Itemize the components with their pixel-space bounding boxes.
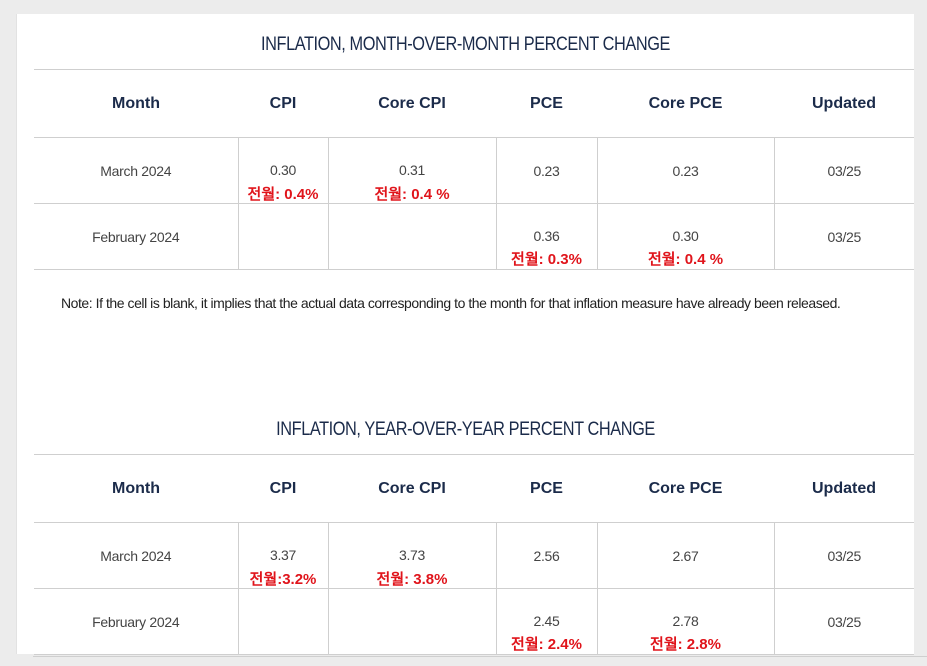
pce-cell: 2.56 xyxy=(495,522,597,589)
core-cpi-cell xyxy=(327,203,496,270)
core-cpi-cell: 3.73 전월: 3.8% xyxy=(327,522,496,589)
cpi-value: 0.30 xyxy=(269,162,297,178)
content-panel: INFLATION, MONTH-OVER-MONTH PERCENT CHAN… xyxy=(16,14,914,655)
cpi-prev-note: 전월: 0.4% xyxy=(247,186,319,203)
month-value: March 2024 xyxy=(100,548,172,564)
header-pce: PCE xyxy=(496,454,597,523)
core-pce-value: 2.67 xyxy=(672,548,699,564)
core-pce-cell: 2.67 xyxy=(596,522,774,589)
cpi-cell: 0.30 전월: 0.4% xyxy=(237,137,328,204)
table-row: March 2024 0.30 전월: 0.4% 0.31 전월: 0.4 % 0.… xyxy=(34,137,914,204)
month-value: February 2024 xyxy=(92,614,180,630)
mom-table: Month CPI Core CPI PCE Core PCE Updated … xyxy=(34,69,914,270)
header-pce: PCE xyxy=(496,69,597,138)
pce-cell: 2.45 전월: 2.4% xyxy=(495,588,597,655)
core-pce-value: 0.30 xyxy=(672,228,699,244)
updated-cell: 03/25 xyxy=(773,588,914,655)
header-core-cpi: Core CPI xyxy=(328,454,496,523)
pce-cell: 0.23 xyxy=(495,137,597,204)
core-pce-prev-note: 전월: 0.4 % xyxy=(647,251,724,268)
updated-cell: 03/25 xyxy=(773,203,914,270)
core-pce-value: 0.23 xyxy=(672,163,699,179)
pce-cell: 0.36 전월: 0.3% xyxy=(495,203,597,270)
core-pce-value: 2.78 xyxy=(672,613,699,629)
mom-table-title: INFLATION, MONTH-OVER-MONTH PERCENT CHAN… xyxy=(261,34,670,55)
header-core-pce: Core PCE xyxy=(597,69,774,138)
month-cell: March 2024 xyxy=(34,137,238,204)
month-cell: February 2024 xyxy=(34,203,238,270)
core-pce-cell: 0.23 xyxy=(596,137,774,204)
updated-value: 03/25 xyxy=(827,163,862,179)
updated-cell: 03/25 xyxy=(773,137,914,204)
pce-value: 2.56 xyxy=(533,548,560,564)
pce-value: 0.36 xyxy=(533,228,560,244)
bottom-divider xyxy=(33,656,927,657)
core-pce-prev-note: 전월: 2.8% xyxy=(650,636,721,653)
updated-value: 03/25 xyxy=(827,548,862,564)
pce-prev-note: 전월: 0.3% xyxy=(511,251,582,268)
header-month: Month xyxy=(34,454,238,523)
month-value: March 2024 xyxy=(100,163,172,179)
yoy-table: Month CPI Core CPI PCE Core PCE Updated … xyxy=(34,454,914,655)
updated-value: 03/25 xyxy=(827,229,862,245)
month-cell: February 2024 xyxy=(34,588,238,655)
yoy-table-title: INFLATION, YEAR-OVER-YEAR PERCENT CHANGE xyxy=(276,419,655,440)
header-cpi: CPI xyxy=(238,69,328,138)
updated-value: 03/25 xyxy=(827,614,862,630)
header-updated: Updated xyxy=(774,69,914,138)
core-cpi-prev-note: 전월: 0.4 % xyxy=(374,186,450,203)
blank-cell-footnote: Note: If the cell is blank, it implies t… xyxy=(61,295,841,311)
pce-value: 0.23 xyxy=(533,163,560,179)
core-pce-cell: 0.30 전월: 0.4 % xyxy=(596,203,774,270)
cpi-cell xyxy=(237,203,328,270)
core-cpi-cell: 0.31 전월: 0.4 % xyxy=(327,137,496,204)
table-row: February 2024 2.45 전월: 2.4% 2.78 전월: 2.8% … xyxy=(34,588,914,655)
table-row: March 2024 3.37 전월:3.2% 3.73 전월: 3.8% 2.56… xyxy=(34,522,914,589)
header-core-pce: Core PCE xyxy=(597,454,774,523)
month-value: February 2024 xyxy=(92,229,180,245)
pce-prev-note: 전월: 2.4% xyxy=(511,636,582,653)
table-header-row: Month CPI Core CPI PCE Core PCE Updated xyxy=(34,69,914,138)
core-cpi-prev-note: 전월: 3.8% xyxy=(376,571,448,588)
month-cell: March 2024 xyxy=(34,522,238,589)
core-cpi-value: 0.31 xyxy=(398,162,426,178)
updated-cell: 03/25 xyxy=(773,522,914,589)
header-cpi: CPI xyxy=(238,454,328,523)
core-cpi-cell xyxy=(327,588,496,655)
header-updated: Updated xyxy=(774,454,914,523)
pce-value: 2.45 xyxy=(533,613,560,629)
header-core-cpi: Core CPI xyxy=(328,69,496,138)
header-month: Month xyxy=(34,69,238,138)
cpi-value: 3.37 xyxy=(269,547,297,563)
cpi-cell xyxy=(237,588,328,655)
core-pce-cell: 2.78 전월: 2.8% xyxy=(596,588,774,655)
core-cpi-value: 3.73 xyxy=(398,547,426,563)
table-row: February 2024 0.36 전월: 0.3% 0.30 전월: 0.4 %… xyxy=(34,203,914,270)
cpi-prev-note: 전월:3.2% xyxy=(249,571,317,588)
cpi-cell: 3.37 전월:3.2% xyxy=(237,522,328,589)
table-header-row: Month CPI Core CPI PCE Core PCE Updated xyxy=(34,454,914,523)
